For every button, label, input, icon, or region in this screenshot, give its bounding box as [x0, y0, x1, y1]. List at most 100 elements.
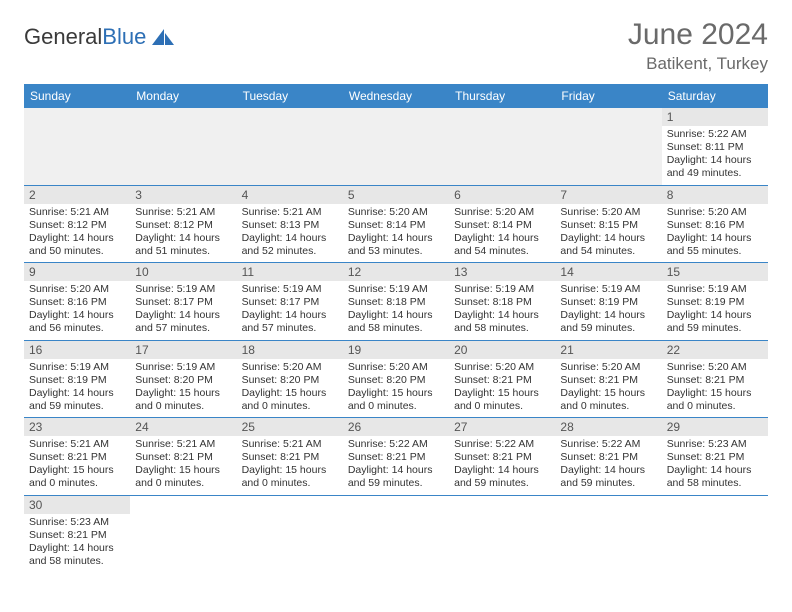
sunset-line: Sunset: 8:21 PM — [454, 451, 550, 464]
day-number: 25 — [237, 418, 343, 436]
sunset-line: Sunset: 8:21 PM — [560, 374, 656, 387]
calendar-cell: 8Sunrise: 5:20 AMSunset: 8:16 PMDaylight… — [662, 185, 768, 263]
sunset-line: Sunset: 8:16 PM — [29, 296, 125, 309]
day-body: Sunrise: 5:22 AMSunset: 8:21 PMDaylight:… — [343, 436, 449, 495]
sunrise-line: Sunrise: 5:23 AM — [667, 438, 763, 451]
sunrise-line: Sunrise: 5:19 AM — [135, 361, 231, 374]
day-number: 28 — [555, 418, 661, 436]
calendar-head: SundayMondayTuesdayWednesdayThursdayFrid… — [24, 84, 768, 108]
sunset-line: Sunset: 8:20 PM — [348, 374, 444, 387]
weekday-header: Monday — [130, 84, 236, 108]
day-body: Sunrise: 5:19 AMSunset: 8:18 PMDaylight:… — [343, 281, 449, 340]
calendar-cell — [449, 495, 555, 572]
sunrise-line: Sunrise: 5:22 AM — [667, 128, 763, 141]
calendar-cell — [662, 495, 768, 572]
day-body: Sunrise: 5:21 AMSunset: 8:12 PMDaylight:… — [24, 204, 130, 263]
header: GeneralBlue June 2024 Batikent, Turkey — [24, 18, 768, 74]
day-body: Sunrise: 5:21 AMSunset: 8:21 PMDaylight:… — [24, 436, 130, 495]
sunrise-line: Sunrise: 5:20 AM — [348, 361, 444, 374]
calendar-cell: 11Sunrise: 5:19 AMSunset: 8:17 PMDayligh… — [237, 263, 343, 341]
day-number: 9 — [24, 263, 130, 281]
calendar-cell: 2Sunrise: 5:21 AMSunset: 8:12 PMDaylight… — [24, 185, 130, 263]
day-body: Sunrise: 5:21 AMSunset: 8:21 PMDaylight:… — [130, 436, 236, 495]
day-number: 1 — [662, 108, 768, 126]
daylight-line: Daylight: 15 hours and 0 minutes. — [29, 464, 125, 490]
calendar-cell — [237, 495, 343, 572]
logo-text-a: General — [24, 24, 102, 50]
day-body: Sunrise: 5:20 AMSunset: 8:21 PMDaylight:… — [449, 359, 555, 418]
day-number: 6 — [449, 186, 555, 204]
day-number: 19 — [343, 341, 449, 359]
sunrise-line: Sunrise: 5:21 AM — [135, 206, 231, 219]
sunrise-line: Sunrise: 5:19 AM — [29, 361, 125, 374]
day-body: Sunrise: 5:23 AMSunset: 8:21 PMDaylight:… — [24, 514, 130, 573]
calendar-cell: 17Sunrise: 5:19 AMSunset: 8:20 PMDayligh… — [130, 340, 236, 418]
calendar-cell — [343, 108, 449, 185]
day-body: Sunrise: 5:21 AMSunset: 8:21 PMDaylight:… — [237, 436, 343, 495]
sunset-line: Sunset: 8:18 PM — [348, 296, 444, 309]
sunrise-line: Sunrise: 5:21 AM — [242, 206, 338, 219]
day-body: Sunrise: 5:22 AMSunset: 8:21 PMDaylight:… — [555, 436, 661, 495]
daylight-line: Daylight: 14 hours and 59 minutes. — [454, 464, 550, 490]
sunrise-line: Sunrise: 5:21 AM — [29, 206, 125, 219]
calendar-cell: 12Sunrise: 5:19 AMSunset: 8:18 PMDayligh… — [343, 263, 449, 341]
calendar-cell — [555, 108, 661, 185]
sunrise-line: Sunrise: 5:19 AM — [135, 283, 231, 296]
daylight-line: Daylight: 15 hours and 0 minutes. — [454, 387, 550, 413]
daylight-line: Daylight: 15 hours and 0 minutes. — [242, 387, 338, 413]
calendar-cell: 9Sunrise: 5:20 AMSunset: 8:16 PMDaylight… — [24, 263, 130, 341]
daylight-line: Daylight: 14 hours and 51 minutes. — [135, 232, 231, 258]
location: Batikent, Turkey — [628, 54, 768, 74]
day-number: 3 — [130, 186, 236, 204]
sunrise-line: Sunrise: 5:20 AM — [667, 206, 763, 219]
daylight-line: Daylight: 14 hours and 59 minutes. — [348, 464, 444, 490]
logo-text-b: Blue — [102, 24, 146, 50]
day-number: 18 — [237, 341, 343, 359]
sunset-line: Sunset: 8:19 PM — [667, 296, 763, 309]
sunrise-line: Sunrise: 5:19 AM — [667, 283, 763, 296]
day-number: 27 — [449, 418, 555, 436]
sunset-line: Sunset: 8:20 PM — [135, 374, 231, 387]
calendar-cell: 20Sunrise: 5:20 AMSunset: 8:21 PMDayligh… — [449, 340, 555, 418]
day-number: 12 — [343, 263, 449, 281]
calendar-cell: 28Sunrise: 5:22 AMSunset: 8:21 PMDayligh… — [555, 418, 661, 496]
calendar-cell — [130, 108, 236, 185]
sunrise-line: Sunrise: 5:20 AM — [560, 206, 656, 219]
sunrise-line: Sunrise: 5:19 AM — [348, 283, 444, 296]
sunrise-line: Sunrise: 5:20 AM — [29, 283, 125, 296]
sunset-line: Sunset: 8:12 PM — [135, 219, 231, 232]
calendar-cell: 1Sunrise: 5:22 AMSunset: 8:11 PMDaylight… — [662, 108, 768, 185]
sunrise-line: Sunrise: 5:20 AM — [348, 206, 444, 219]
calendar-body: 1Sunrise: 5:22 AMSunset: 8:11 PMDaylight… — [24, 108, 768, 572]
day-number: 13 — [449, 263, 555, 281]
day-number: 10 — [130, 263, 236, 281]
sunset-line: Sunset: 8:17 PM — [135, 296, 231, 309]
daylight-line: Daylight: 15 hours and 0 minutes. — [135, 464, 231, 490]
calendar-cell — [449, 108, 555, 185]
weekday-header: Thursday — [449, 84, 555, 108]
daylight-line: Daylight: 15 hours and 0 minutes. — [348, 387, 444, 413]
sunrise-line: Sunrise: 5:19 AM — [454, 283, 550, 296]
daylight-line: Daylight: 14 hours and 59 minutes. — [29, 387, 125, 413]
daylight-line: Daylight: 15 hours and 0 minutes. — [242, 464, 338, 490]
calendar-cell: 10Sunrise: 5:19 AMSunset: 8:17 PMDayligh… — [130, 263, 236, 341]
day-body: Sunrise: 5:21 AMSunset: 8:13 PMDaylight:… — [237, 204, 343, 263]
day-number: 14 — [555, 263, 661, 281]
weekday-header: Friday — [555, 84, 661, 108]
sunset-line: Sunset: 8:21 PM — [29, 529, 125, 542]
sunset-line: Sunset: 8:16 PM — [667, 219, 763, 232]
calendar-cell: 14Sunrise: 5:19 AMSunset: 8:19 PMDayligh… — [555, 263, 661, 341]
weekday-header: Tuesday — [237, 84, 343, 108]
sunrise-line: Sunrise: 5:21 AM — [29, 438, 125, 451]
day-body: Sunrise: 5:20 AMSunset: 8:16 PMDaylight:… — [24, 281, 130, 340]
day-body: Sunrise: 5:19 AMSunset: 8:19 PMDaylight:… — [662, 281, 768, 340]
sunset-line: Sunset: 8:21 PM — [348, 451, 444, 464]
sunrise-line: Sunrise: 5:20 AM — [242, 361, 338, 374]
daylight-line: Daylight: 15 hours and 0 minutes. — [560, 387, 656, 413]
daylight-line: Daylight: 14 hours and 57 minutes. — [242, 309, 338, 335]
calendar-cell: 26Sunrise: 5:22 AMSunset: 8:21 PMDayligh… — [343, 418, 449, 496]
daylight-line: Daylight: 14 hours and 58 minutes. — [667, 464, 763, 490]
calendar-cell: 25Sunrise: 5:21 AMSunset: 8:21 PMDayligh… — [237, 418, 343, 496]
calendar-cell: 27Sunrise: 5:22 AMSunset: 8:21 PMDayligh… — [449, 418, 555, 496]
daylight-line: Daylight: 15 hours and 0 minutes. — [667, 387, 763, 413]
